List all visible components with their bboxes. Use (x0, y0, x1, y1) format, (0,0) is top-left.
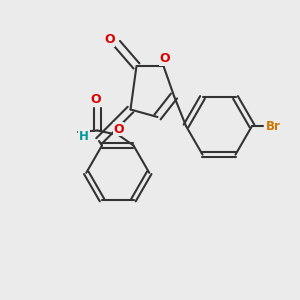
Text: O: O (160, 52, 170, 65)
Text: O: O (104, 33, 115, 46)
Text: O: O (91, 93, 101, 106)
Text: O: O (113, 122, 124, 136)
Text: Br: Br (266, 119, 280, 133)
Text: H: H (79, 130, 89, 143)
